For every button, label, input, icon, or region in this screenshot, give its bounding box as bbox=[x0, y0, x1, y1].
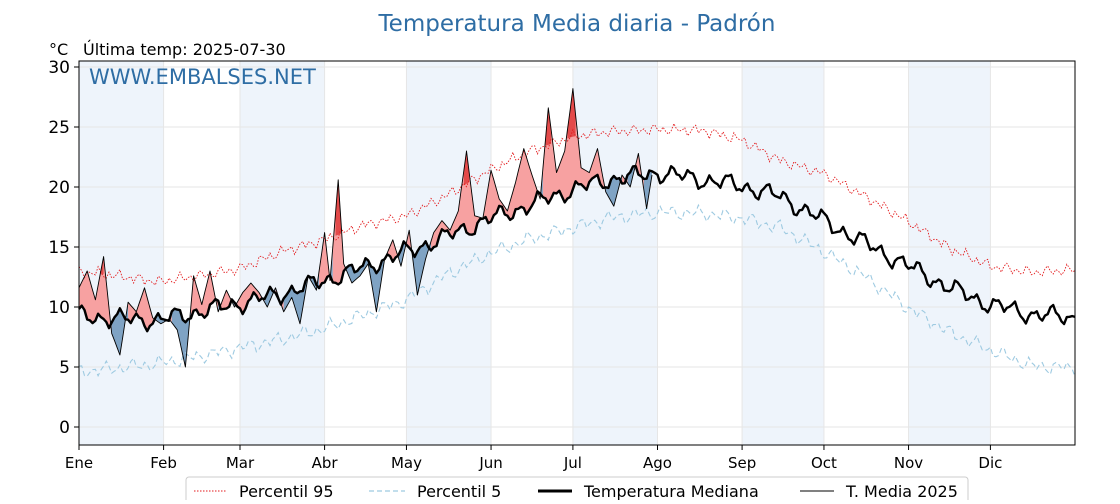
legend-label-median: Temperatura Mediana bbox=[583, 482, 759, 500]
month-band bbox=[239, 61, 325, 445]
above-p95-fill bbox=[567, 88, 576, 139]
below-median-fill bbox=[111, 302, 129, 355]
month-band bbox=[742, 61, 824, 445]
x-tick-label: Ago bbox=[643, 454, 672, 472]
x-tick-label: Ene bbox=[65, 454, 93, 472]
x-tick-label: Oct bbox=[811, 454, 837, 472]
below-median-fill bbox=[171, 306, 191, 367]
below-median-fill bbox=[398, 241, 407, 267]
above-median-fill bbox=[635, 153, 644, 191]
x-tick-label: May bbox=[391, 454, 422, 472]
x-tick-label: Mar bbox=[226, 454, 255, 472]
legend-label-current: T. Media 2025 bbox=[845, 482, 958, 500]
above-median-fill bbox=[406, 230, 412, 252]
series-line-current bbox=[78, 88, 653, 368]
month-band bbox=[79, 61, 164, 445]
last-temp-label: Última temp: 2025-07-30 bbox=[83, 40, 286, 59]
series-lines bbox=[78, 88, 1076, 378]
series-line-p95 bbox=[78, 122, 1076, 286]
x-tick-label: Abr bbox=[312, 454, 339, 472]
y-tick-label: 20 bbox=[48, 178, 70, 198]
series-line-median bbox=[78, 164, 1076, 333]
above-p95-fill bbox=[545, 107, 552, 146]
y-tick-label: 0 bbox=[59, 418, 70, 438]
plot-frame bbox=[78, 60, 1076, 446]
legend-label-p5: Percentil 5 bbox=[417, 482, 501, 500]
above-p95-fill bbox=[463, 151, 470, 186]
above-p95-fill bbox=[335, 179, 341, 236]
chart-title: Temperatura Media diaria - Padrón bbox=[378, 11, 776, 37]
y-tick-label: 10 bbox=[48, 298, 70, 318]
legend-item-p5: Percentil 5 bbox=[369, 482, 501, 501]
legend-label-p95: Percentil 95 bbox=[239, 482, 334, 500]
below-median-fill bbox=[627, 164, 636, 187]
y-tick-label: 5 bbox=[59, 358, 70, 378]
above-median-fill bbox=[79, 256, 112, 334]
legend-item-current: T. Media 2025 bbox=[800, 482, 958, 501]
above-median-fill bbox=[542, 88, 606, 204]
legend-item-median: Temperatura Mediana bbox=[538, 482, 759, 501]
y-unit-label: °C bbox=[49, 40, 68, 59]
above-median-fill bbox=[384, 239, 399, 262]
anomaly-fills bbox=[79, 88, 652, 367]
month-band bbox=[908, 61, 991, 445]
x-tick-label: Dic bbox=[978, 454, 1002, 472]
y-tick-label: 15 bbox=[48, 238, 70, 258]
legend-box bbox=[185, 476, 969, 504]
below-median-fill bbox=[310, 271, 320, 291]
legend-item-p95: Percentil 95 bbox=[194, 482, 334, 501]
axis-ticks: 0 5 10 15 20 25 30 Ene Feb Mar Abr May Jun Jul Ago Sep O… bbox=[48, 58, 1002, 472]
above-median-fill bbox=[319, 232, 330, 289]
series-line-p5 bbox=[78, 203, 1076, 378]
y-tick-label: 25 bbox=[48, 118, 70, 138]
x-tick-label: Feb bbox=[150, 454, 177, 472]
above-median-fill bbox=[128, 287, 156, 332]
y-tick-label: 30 bbox=[48, 58, 70, 78]
month-band bbox=[572, 61, 658, 445]
above-median-fill bbox=[431, 148, 541, 251]
x-tick-label: Jul bbox=[563, 454, 582, 472]
watermark-text: WWW.EMBALSES.NET bbox=[89, 65, 316, 89]
x-tick-label: Sep bbox=[728, 454, 756, 472]
x-tick-label: Nov bbox=[894, 454, 923, 472]
above-median-fill bbox=[237, 283, 265, 315]
month-shading bbox=[79, 61, 991, 445]
x-tick-label: Jun bbox=[478, 454, 502, 472]
below-median-fill bbox=[643, 170, 652, 209]
legend: Percentil 95 Percentil 5 Temperatura Med… bbox=[185, 476, 969, 504]
